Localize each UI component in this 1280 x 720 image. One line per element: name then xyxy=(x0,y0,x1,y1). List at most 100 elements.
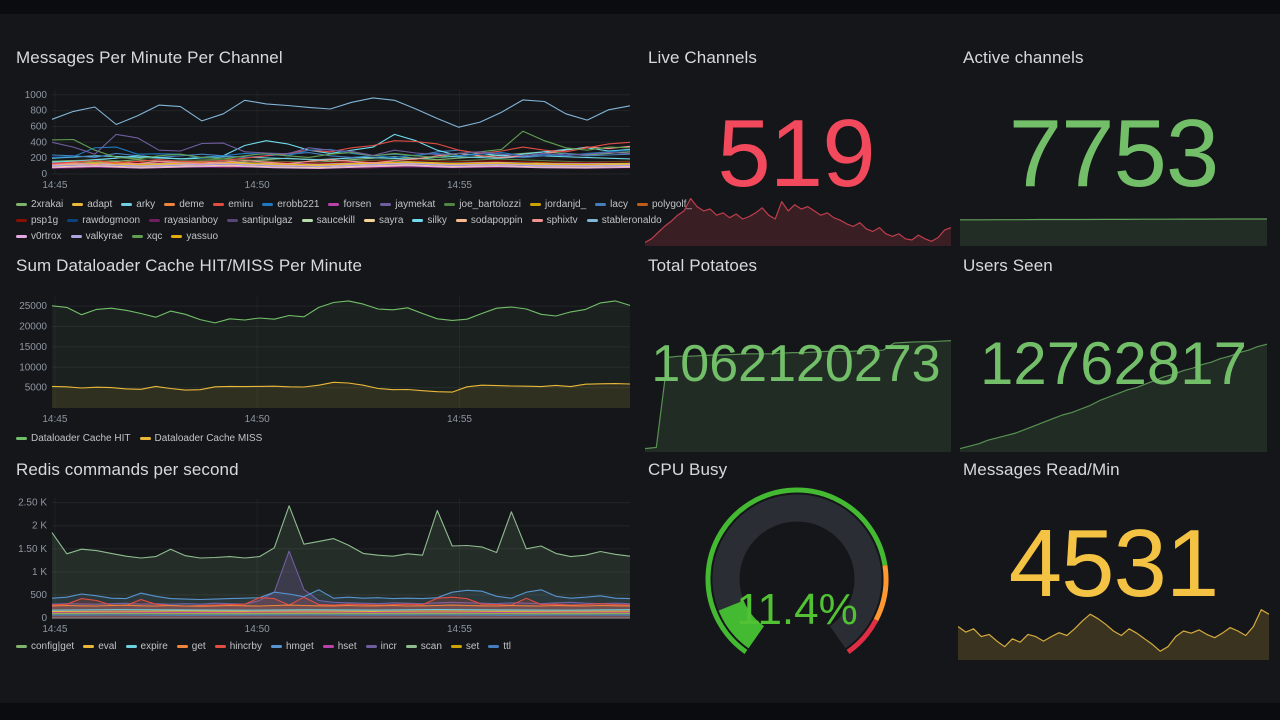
legend-item-polygolf_[interactable]: polygolf_ xyxy=(636,199,692,210)
total-potatoes-value: 1062120273 xyxy=(651,335,941,393)
panel-title[interactable]: Sum Dataloader Cache HIT/MISS Per Minute xyxy=(16,256,363,275)
series-fill-scan xyxy=(52,505,630,618)
series-expire xyxy=(51,609,631,611)
legend-swatch xyxy=(176,644,188,648)
legend-item-config|get[interactable]: config|get xyxy=(16,641,74,652)
legend-item-hset[interactable]: hset xyxy=(322,640,357,652)
legend-item-jaymekat[interactable]: jaymekat xyxy=(380,199,435,210)
legend-item-get[interactable]: get xyxy=(176,641,206,652)
users-seen-value: 12762817 xyxy=(980,330,1247,397)
dataloader-chart-canvas[interactable]: 5000 10000 15000 20000 25000 14:45 14:50 14:55 xyxy=(16,292,634,426)
legend-item-silky[interactable]: silky xyxy=(412,214,447,226)
legend-item-yassuo[interactable]: yassuo xyxy=(171,231,218,242)
series-xqc xyxy=(51,130,631,160)
gauge-threshold-ring xyxy=(846,618,879,654)
legend-row: 2xrakai adapt arky deme emiru erobb221 forsen j… xyxy=(16,196,701,212)
letterbox-top xyxy=(0,0,1280,14)
series-fill-Dataloader Cache MISS xyxy=(52,382,630,408)
legend-swatch xyxy=(328,202,340,206)
legend-item-emiru[interactable]: emiru xyxy=(213,199,253,210)
legend-item-forsen[interactable]: forsen xyxy=(328,199,371,210)
legend-item-jordanjd_[interactable]: jordanjd_ xyxy=(530,199,586,210)
legend-item-Dataloader Cache MISS[interactable]: Dataloader Cache MISS xyxy=(139,433,262,444)
legend-item-scan[interactable]: scan xyxy=(405,641,442,652)
legend-label: jordanjd_ xyxy=(545,198,587,210)
legend-swatch xyxy=(16,436,27,440)
legend-swatch xyxy=(444,202,456,206)
legend-swatch xyxy=(363,218,375,222)
series-get xyxy=(51,604,631,607)
panel-redis-commands: Redis commands per second 0 500 1 K 1.50 K 2… xyxy=(8,452,642,660)
legend-item-santipulgaz[interactable]: santipulgaz xyxy=(226,215,293,226)
legend-item-set[interactable]: set xyxy=(450,641,479,652)
legend-swatch xyxy=(488,644,500,648)
legend-swatch xyxy=(164,202,176,206)
legend-item-stableronaldo[interactable]: stableronaldo xyxy=(586,215,662,226)
legend-item-incr[interactable]: incr xyxy=(365,641,397,652)
series-sodapoppin xyxy=(51,162,631,167)
redis-legend: config|get eval expire get hincrby hmget hset i… xyxy=(16,638,520,654)
series-valkyrae xyxy=(51,163,631,168)
legend-item-expire[interactable]: expire xyxy=(125,641,168,652)
panel-title[interactable]: Total Potatoes xyxy=(648,256,758,275)
legend-item-erobb221[interactable]: erobb221 xyxy=(262,199,319,210)
legend-row: v0rtrox valkyrae xqc yassuo xyxy=(16,228,701,244)
legend-label: jaymekat xyxy=(395,198,436,210)
legend-item-saucekill[interactable]: saucekill xyxy=(301,215,355,226)
sparkline-line xyxy=(958,609,1269,652)
y-axis-tick: 1.50 K xyxy=(18,544,47,555)
legend-item-psp1g[interactable]: psp1g xyxy=(16,215,58,226)
legend-item-Dataloader Cache HIT[interactable]: Dataloader Cache HIT xyxy=(16,433,131,444)
legend-item-hmget[interactable]: hmget xyxy=(270,641,314,652)
legend-item-rayasianboy[interactable]: rayasianboy xyxy=(149,215,218,226)
legend-item-sodapoppin[interactable]: sodapoppin xyxy=(455,215,523,226)
legend-item-ttl[interactable]: ttl xyxy=(488,641,511,652)
legend-swatch xyxy=(149,218,161,222)
redis-chart-canvas[interactable]: 0 500 1 K 1.50 K 2 K 2.50 K 14:45 14:50 14:55 xyxy=(16,494,634,636)
x-axis-tick: 14:50 xyxy=(245,180,270,191)
series-v0rtrox xyxy=(51,165,631,170)
panel-title[interactable]: Users Seen xyxy=(963,256,1053,275)
legend-label: silky xyxy=(427,214,447,226)
legend-item-deme[interactable]: deme xyxy=(164,199,204,210)
legend-label: sphixtv xyxy=(546,214,578,226)
legend-item-joe_bartolozzi[interactable]: joe_bartolozzi xyxy=(444,199,521,210)
series-Dataloader Cache MISS xyxy=(51,381,631,393)
x-axis-tick: 14:55 xyxy=(447,624,472,635)
legend-item-sayra[interactable]: sayra xyxy=(363,215,403,226)
series-hset xyxy=(51,611,631,614)
legend-item-v0rtrox[interactable]: v0rtrox xyxy=(16,231,62,242)
active-channels-value: 7753 xyxy=(1008,100,1220,207)
legend-label: hset xyxy=(337,640,357,652)
y-axis-tick: 800 xyxy=(30,106,47,117)
legend-item-hincrby[interactable]: hincrby xyxy=(214,641,262,652)
total-potatoes-sparkline xyxy=(645,340,951,452)
legend-item-sphixtv[interactable]: sphixtv xyxy=(531,214,578,226)
legend-item-2xrakai[interactable]: 2xrakai xyxy=(16,199,63,210)
panel-title[interactable]: Messages Per Minute Per Channel xyxy=(16,48,283,67)
legend-item-rawdogmoon[interactable]: rawdogmoon xyxy=(67,215,140,226)
legend-item-adapt[interactable]: adapt xyxy=(72,199,112,210)
panel-live-channels: Live Channels 519 xyxy=(640,40,952,246)
y-axis-tick: 200 xyxy=(30,153,47,164)
legend-label: rayasianboy xyxy=(164,214,218,226)
messages-chart-canvas[interactable]: 0 200 400 600 800 1000 14:45 14:50 14:55 xyxy=(16,86,634,192)
legend-item-xqc[interactable]: xqc xyxy=(131,231,162,242)
legend-item-valkyrae[interactable]: valkyrae xyxy=(70,231,123,242)
legend-item-arky[interactable]: arky xyxy=(121,199,155,210)
panel-active-channels: Active channels 7753 xyxy=(955,40,1272,246)
panel-title[interactable]: CPU Busy xyxy=(648,460,728,479)
legend-swatch xyxy=(270,644,282,648)
legend-item-lacy[interactable]: lacy xyxy=(595,199,628,210)
panel-title[interactable]: Redis commands per second xyxy=(16,460,239,479)
legend-swatch xyxy=(450,644,462,648)
legend-item-eval[interactable]: eval xyxy=(83,641,117,652)
panel-title[interactable]: Active channels xyxy=(963,48,1084,67)
panel-title[interactable]: Live Channels xyxy=(648,48,758,67)
legend-swatch xyxy=(322,644,334,648)
legend-label: yassuo xyxy=(186,230,219,242)
legend-label: 2xrakai xyxy=(31,198,64,210)
legend-label: adapt xyxy=(87,198,113,210)
panel-title[interactable]: Messages Read/Min xyxy=(963,460,1120,479)
y-axis-tick: 5000 xyxy=(25,383,48,394)
